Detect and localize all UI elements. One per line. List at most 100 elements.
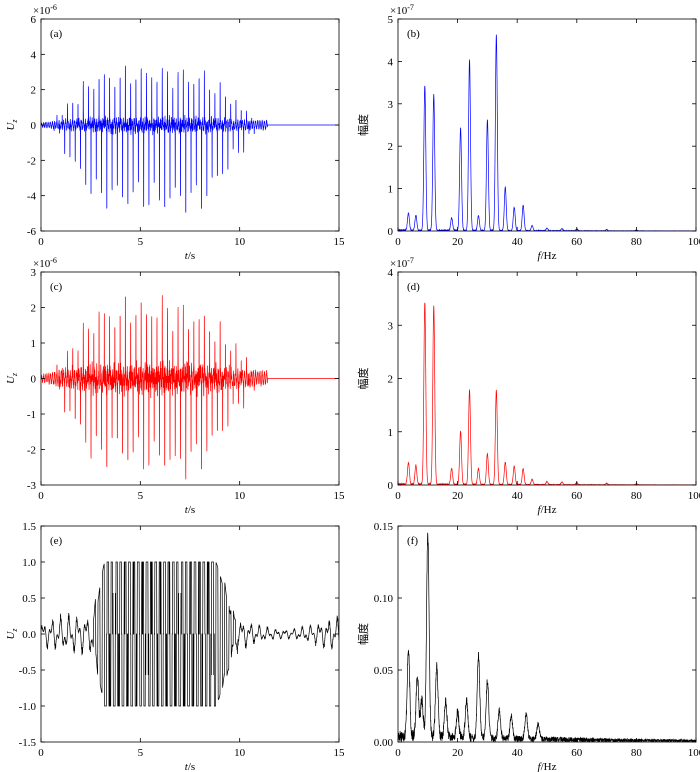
y-tick-label: 4 (388, 56, 394, 68)
y-exponent: ×10-7 (390, 3, 414, 17)
x-tick-label: 0 (38, 747, 44, 759)
x-tick-label: 100 (688, 236, 700, 248)
y-axis-label: 幅度 (356, 623, 370, 645)
y-tick-label: 2 (31, 85, 37, 97)
y-tick-label: -1.0 (19, 701, 37, 713)
y-tick-label: 1 (31, 338, 37, 350)
y-tick-label: 4 (388, 267, 394, 279)
y-tick-label: 4 (31, 49, 37, 61)
panel-label: (a) (50, 28, 63, 40)
y-tick-label: 3 (388, 99, 394, 111)
y-axis-label: Uz (5, 372, 19, 384)
x-tick-label: 10 (234, 747, 246, 759)
y-tick-label: 0 (31, 120, 37, 132)
x-tick-label: 10 (234, 236, 246, 248)
y-tick-label: -2 (27, 445, 36, 457)
y-axis-label: 幅度 (356, 114, 370, 136)
x-tick-label: 15 (334, 747, 346, 759)
y-tick-label: -4 (27, 191, 37, 203)
x-tick-label: 40 (512, 236, 524, 248)
x-axis-label: f/Hz (538, 761, 557, 772)
y-tick-label: 3 (31, 267, 37, 279)
panel-label: (f) (407, 535, 418, 547)
y-exponent: ×10-6 (33, 3, 57, 17)
x-tick-label: 0 (395, 747, 401, 759)
x-tick-label: 20 (452, 747, 464, 759)
x-tick-label: 5 (138, 747, 144, 759)
x-tick-label: 80 (631, 490, 643, 502)
x-axis-label: f/Hz (538, 504, 557, 516)
x-tick-label: 15 (334, 490, 346, 502)
y-tick-label: -2 (27, 155, 36, 167)
y-tick-label: 3 (388, 320, 394, 332)
panel-a: 0 5 10 15 -6 -4 -2 0 2 4 6 (a) t/s Uz ×10-6 (5, 3, 345, 262)
y-tick-label: -1.5 (19, 737, 37, 749)
y-exponent: ×10-6 (33, 256, 57, 270)
x-axis-label: t/s (185, 250, 195, 262)
series-line-e (41, 561, 339, 707)
y-tick-label: 2 (388, 374, 394, 386)
y-tick-label: 5 (388, 14, 394, 26)
y-tick-label: 2 (31, 303, 37, 315)
panel-label: (e) (50, 535, 63, 547)
x-tick-label: 100 (688, 490, 700, 502)
y-axis-label: Uz (5, 628, 19, 640)
y-tick-label: 1.5 (22, 521, 36, 533)
panel-e: 0 5 10 15 -1.5 -1.0 -0.5 0.0 0.5 1.0 1.5 (e) t/s Uz (5, 521, 345, 772)
x-tick-label: 40 (512, 747, 524, 759)
plot-frame (397, 525, 697, 743)
x-tick-label: 20 (452, 236, 464, 248)
x-tick-label: 60 (571, 747, 583, 759)
x-tick-label: 80 (631, 236, 643, 248)
y-tick-label: 0 (388, 226, 394, 238)
x-tick-label: 0 (38, 236, 44, 248)
x-tick-label: 5 (138, 236, 144, 248)
panel-b: 0 20 40 60 80 100 0 1 2 3 4 5 (b) f/Hz 幅度 ×10-7 (356, 3, 700, 262)
x-tick-label: 10 (234, 490, 246, 502)
x-tick-label: 60 (571, 236, 583, 248)
y-tick-label: -1 (27, 409, 36, 421)
x-axis-label: t/s (185, 761, 195, 772)
y-tick-label: 0 (388, 480, 394, 492)
x-tick-label: 80 (631, 747, 643, 759)
y-exponent: ×10-7 (390, 256, 414, 270)
y-tick-label: 0.05 (374, 665, 394, 677)
x-tick-label: 0 (395, 490, 401, 502)
y-tick-label: -3 (27, 480, 37, 492)
x-tick-label: 0 (38, 490, 44, 502)
y-tick-label: 0.15 (374, 521, 394, 533)
series-line-a (41, 65, 339, 213)
panel-label: (d) (407, 281, 420, 293)
series-line-f (398, 532, 696, 742)
plot-frame (397, 18, 697, 232)
panel-label: (c) (50, 281, 63, 293)
x-tick-label: 100 (688, 747, 700, 759)
y-tick-label: 6 (31, 14, 37, 26)
y-tick-label: 1 (388, 427, 394, 439)
series-line-c (41, 295, 339, 480)
x-tick-label: 60 (571, 490, 583, 502)
x-tick-label: 0 (395, 236, 401, 248)
x-tick-label: 5 (138, 490, 144, 502)
y-tick-label: 0.0 (22, 629, 36, 641)
y-axis-label: Uz (5, 119, 19, 131)
panel-f: 0 20 40 60 80 100 0.00 0.05 0.10 0.15 (f) f/Hz 幅度 (356, 521, 700, 772)
series-line-b (398, 34, 696, 231)
y-tick-label: 0.10 (374, 593, 394, 605)
y-tick-label: -0.5 (19, 665, 37, 677)
y-tick-label: 0 (31, 374, 37, 386)
y-tick-label: 0.00 (374, 737, 394, 749)
series-line-d (398, 302, 696, 485)
plot-frame (397, 271, 697, 486)
panel-d: 0 20 40 60 80 100 0 1 2 3 4 (d) f/Hz 幅度 ×10-7 (356, 256, 700, 516)
panel-label: (b) (407, 28, 420, 40)
y-tick-label: -6 (27, 226, 37, 238)
y-tick-label: 1 (388, 184, 394, 196)
y-tick-label: 1.0 (22, 557, 36, 569)
x-tick-label: 15 (334, 236, 346, 248)
y-axis-label: 幅度 (356, 368, 370, 390)
x-tick-label: 20 (452, 490, 464, 502)
y-tick-label: 0.5 (22, 593, 36, 605)
y-tick-label: 2 (388, 141, 394, 153)
